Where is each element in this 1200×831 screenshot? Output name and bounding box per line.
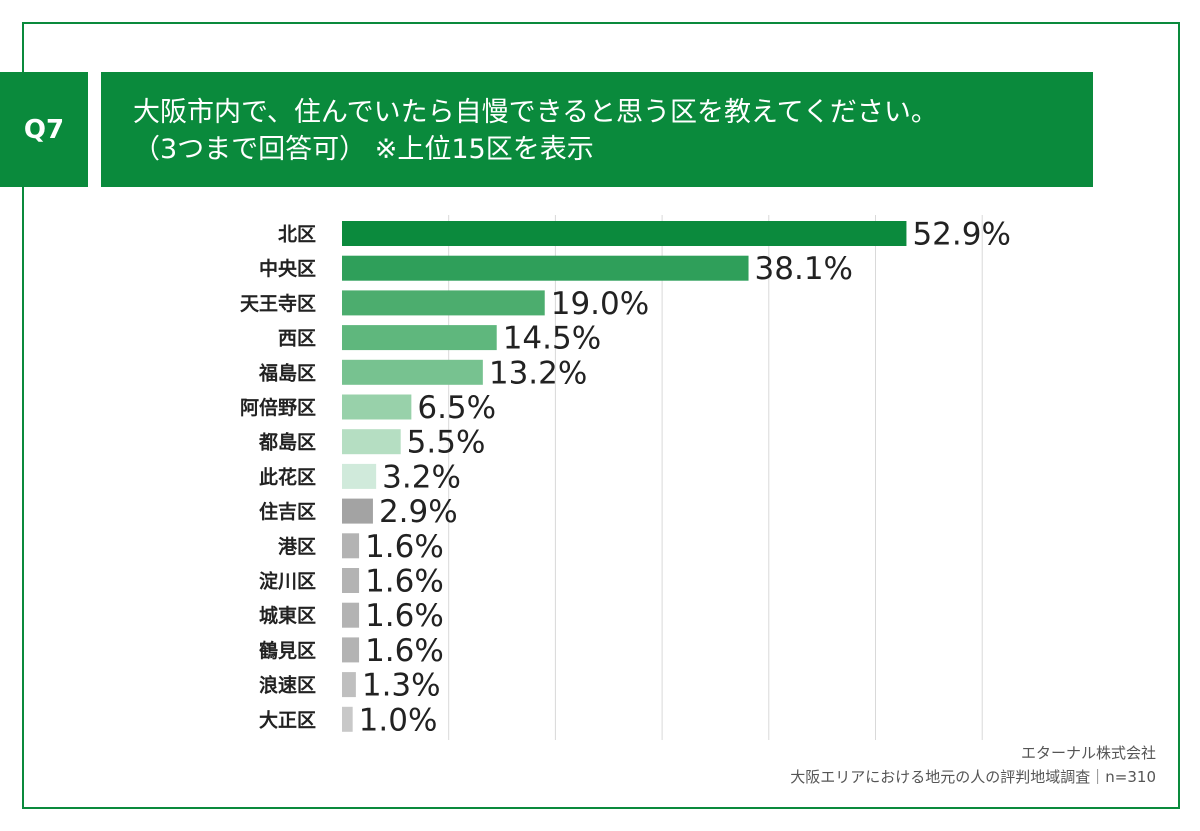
value-label: 19.0% bbox=[551, 286, 649, 322]
value-label: 1.6% bbox=[365, 598, 444, 634]
value-label: 5.5% bbox=[407, 425, 486, 461]
category-label: 此花区 bbox=[259, 465, 316, 488]
question-tag: Q7 bbox=[0, 72, 88, 187]
category-label: 城東区 bbox=[259, 604, 316, 627]
value-label: 13.2% bbox=[489, 355, 587, 391]
card-frame bbox=[22, 22, 1180, 809]
bar bbox=[342, 394, 412, 420]
bar bbox=[342, 255, 749, 281]
category-label: 阿倍野区 bbox=[240, 396, 316, 419]
category-label: 淀川区 bbox=[259, 570, 316, 593]
category-label: 天王寺区 bbox=[240, 293, 316, 315]
bar bbox=[342, 463, 377, 489]
credit-company: エターナル株式会社 bbox=[1020, 744, 1156, 762]
bar bbox=[342, 221, 907, 246]
value-label: 52.9% bbox=[912, 217, 1010, 253]
value-label: 1.6% bbox=[365, 564, 444, 600]
bar bbox=[342, 602, 360, 628]
value-label: 3.2% bbox=[382, 459, 461, 495]
question-title-line2: （3つまで回答可） ※上位15区を表示 bbox=[133, 134, 594, 165]
category-label: 西区 bbox=[278, 328, 316, 350]
category-label: 浪速区 bbox=[259, 674, 316, 697]
bar bbox=[342, 672, 356, 698]
bar bbox=[342, 429, 401, 455]
credit-survey: 大阪エリアにおける地元の人の評判地域調査｜n=310 bbox=[790, 768, 1156, 786]
value-label: 1.3% bbox=[362, 668, 441, 704]
bar bbox=[342, 325, 497, 351]
bar bbox=[342, 290, 545, 316]
question-title: 大阪市内で、住んでいたら自慢できると思う区を教えてください。 （3つまで回答可）… bbox=[101, 72, 1093, 187]
bar-chart: 北区 52.9% 中央区 38.1% 天王寺区 19.0% 西区 14.5% 福島区 13.2% 阿… bbox=[240, 215, 1011, 740]
category-label: 北区 bbox=[278, 224, 316, 246]
category-label: 鶴見区 bbox=[259, 639, 316, 662]
value-label: 38.1% bbox=[755, 251, 853, 287]
value-label: 1.6% bbox=[365, 529, 444, 565]
value-label: 14.5% bbox=[503, 321, 601, 357]
value-label: 1.0% bbox=[359, 702, 438, 738]
value-label: 1.6% bbox=[365, 633, 444, 669]
bar bbox=[342, 533, 360, 559]
bar bbox=[342, 706, 353, 732]
bar bbox=[342, 568, 360, 593]
value-label: 6.5% bbox=[417, 390, 496, 426]
bar bbox=[342, 359, 483, 385]
category-label: 中央区 bbox=[259, 257, 316, 280]
bar bbox=[342, 637, 360, 663]
value-label: 2.9% bbox=[379, 494, 458, 530]
category-label: 住吉区 bbox=[259, 500, 316, 523]
category-label: 港区 bbox=[278, 536, 316, 558]
category-label: 都島区 bbox=[258, 431, 316, 454]
category-label: 福島区 bbox=[258, 361, 316, 384]
question-title-line1: 大阪市内で、住んでいたら自慢できると思う区を教えてください。 bbox=[133, 97, 938, 128]
category-label: 大正区 bbox=[259, 708, 316, 731]
bar bbox=[342, 498, 373, 524]
